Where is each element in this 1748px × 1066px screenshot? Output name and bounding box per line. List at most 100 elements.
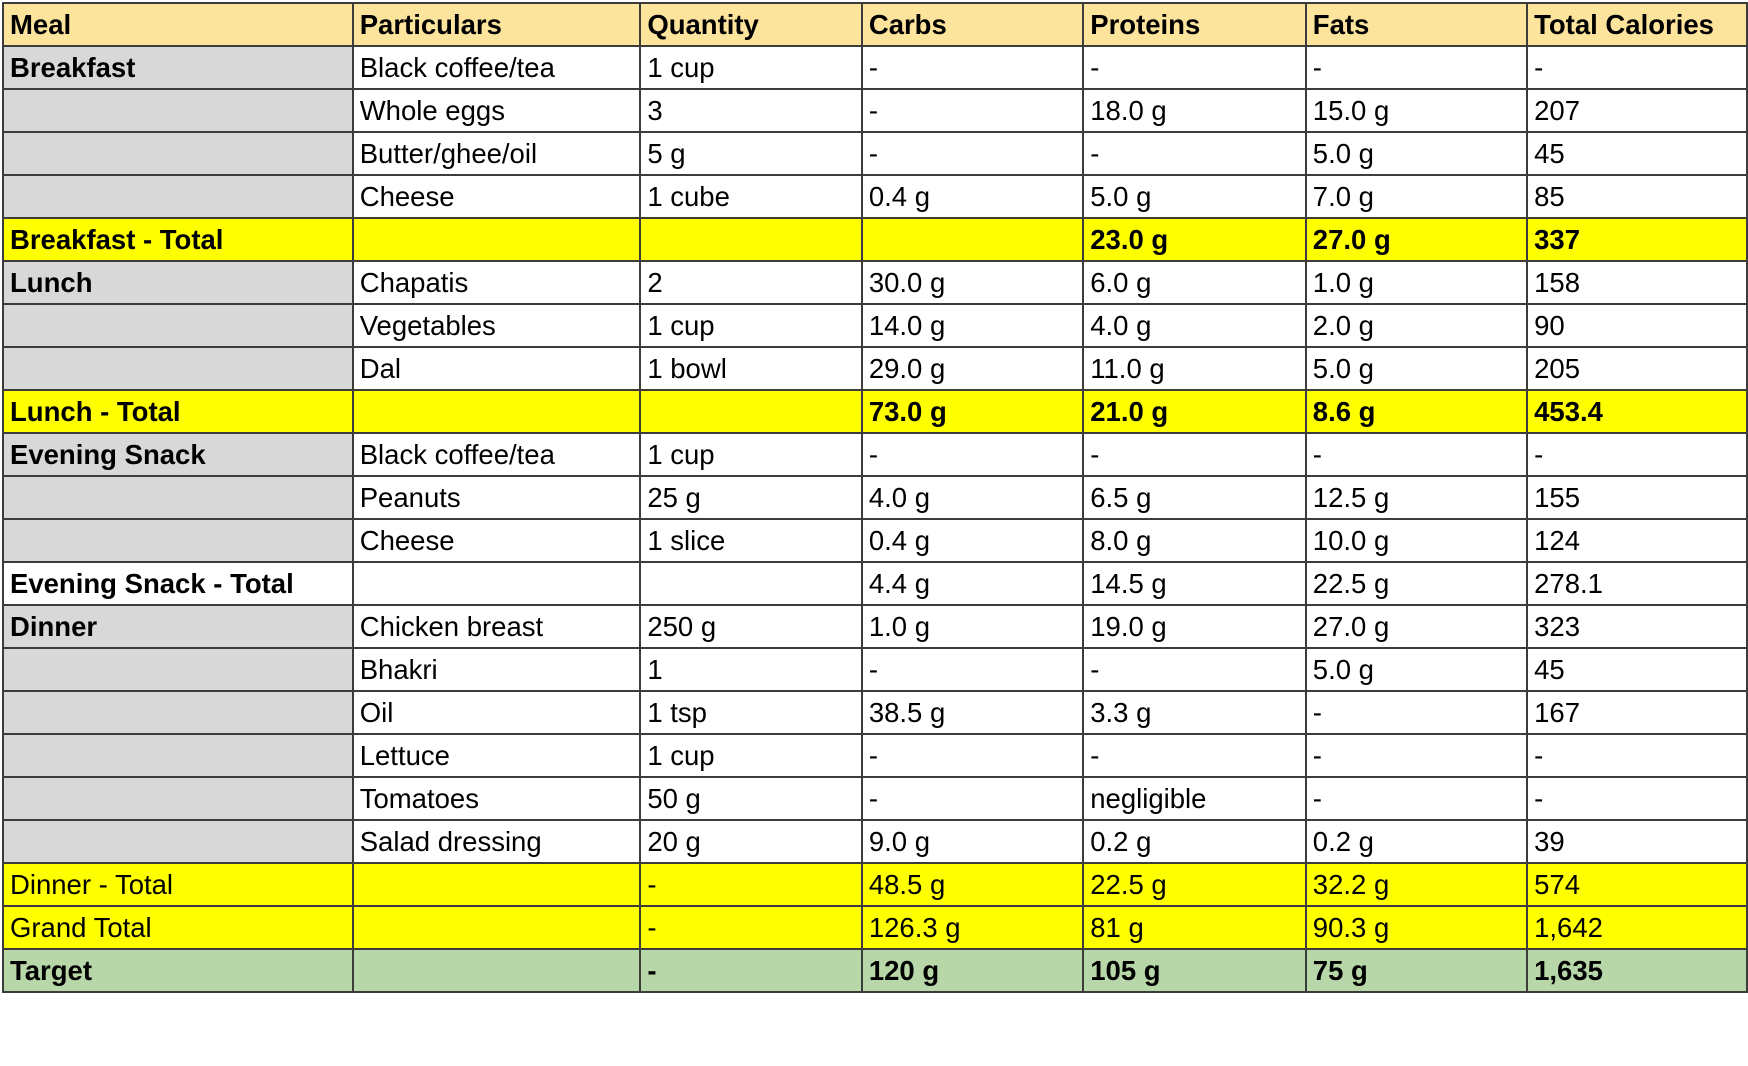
fats-cell: 5.0 g <box>1304 131 1529 176</box>
quantity-cell: - <box>639 862 863 907</box>
calories-cell: 1,635 <box>1526 948 1748 993</box>
carbs-cell: 14.0 g <box>860 303 1085 348</box>
proteins-cell: 4.0 g <box>1082 303 1307 348</box>
quantity-cell: 1 bowl <box>639 346 863 391</box>
particulars-cell: Black coffee/tea <box>351 432 642 477</box>
fats-cell: 5.0 g <box>1304 346 1529 391</box>
meal-cell: Lunch - Total <box>2 389 354 434</box>
calories-cell: 167 <box>1526 690 1748 735</box>
proteins-cell: - <box>1082 131 1307 176</box>
meal-cell: Grand Total <box>2 905 354 950</box>
carbs-cell: 48.5 g <box>860 862 1085 907</box>
table-row: Oil 1 tsp 38.5 g 3.3 g -167 <box>2 690 1748 735</box>
particulars-cell: Cheese <box>351 518 642 563</box>
proteins-cell: 19.0 g <box>1082 604 1307 649</box>
particulars-cell: Lettuce <box>351 733 642 778</box>
table-row: Bhakri 1- -5.0 g 45 <box>2 647 1748 692</box>
meal-cell: Evening Snack - Total <box>2 561 354 606</box>
table-row: Breakfast Black coffee/tea 1 cup - - - - <box>2 45 1748 90</box>
fats-cell: - <box>1304 432 1529 477</box>
proteins-cell: - <box>1082 45 1307 90</box>
particulars-cell: Dal <box>351 346 642 391</box>
meal-cell: Breakfast - Total <box>2 217 354 262</box>
total-row: Grand Total -126.3 g 81 g 90.3 g 1,642 <box>2 905 1748 950</box>
particulars-cell: Tomatoes <box>351 776 642 821</box>
meal-cell <box>2 346 354 391</box>
calories-cell: - <box>1526 776 1748 821</box>
carbs-cell: 9.0 g <box>860 819 1085 864</box>
calories-cell: 205 <box>1526 346 1748 391</box>
particulars-cell: Chicken breast <box>351 604 642 649</box>
fats-cell: 27.0 g <box>1304 217 1529 262</box>
table-row: Tomatoes 50 g - negligible - - <box>2 776 1748 821</box>
carbs-cell: - <box>860 45 1085 90</box>
fats-cell: - <box>1304 733 1529 778</box>
header-fats: Fats <box>1304 2 1529 47</box>
fats-cell: 27.0 g <box>1304 604 1529 649</box>
table-row: Cheese 1 cube 0.4 g 5.0 g 7.0 g 85 <box>2 174 1748 219</box>
header-total-calories: Total Calories <box>1526 2 1748 47</box>
header-quantity: Quantity <box>639 2 863 47</box>
proteins-cell: 18.0 g <box>1082 88 1307 133</box>
fats-cell: 8.6 g <box>1304 389 1529 434</box>
header-row: Meal Particulars Quantity Carbs Proteins… <box>2 2 1748 47</box>
carbs-cell: 4.0 g <box>860 475 1085 520</box>
calories-cell: 155 <box>1526 475 1748 520</box>
target-row: Target -120 g 105 g 75 g 1,635 <box>2 948 1748 993</box>
proteins-cell: 6.0 g <box>1082 260 1307 305</box>
carbs-cell: 4.4 g <box>860 561 1085 606</box>
proteins-cell: 81 g <box>1082 905 1307 950</box>
meal-cell <box>2 647 354 692</box>
particulars-cell <box>351 905 642 950</box>
table-row: Salad dressing 20 g 9.0 g 0.2 g 0.2 g 39 <box>2 819 1748 864</box>
meal-cell <box>2 733 354 778</box>
meal-cell <box>2 518 354 563</box>
particulars-cell: Butter/ghee/oil <box>351 131 642 176</box>
calories-cell: 85 <box>1526 174 1748 219</box>
fats-cell: - <box>1304 45 1529 90</box>
proteins-cell: 105 g <box>1082 948 1307 993</box>
calories-cell: 1,642 <box>1526 905 1748 950</box>
particulars-cell <box>351 862 642 907</box>
quantity-cell <box>639 561 863 606</box>
quantity-cell: - <box>639 905 863 950</box>
fats-cell: 1.0 g <box>1304 260 1529 305</box>
calories-cell: 124 <box>1526 518 1748 563</box>
quantity-cell <box>639 389 863 434</box>
carbs-cell: 29.0 g <box>860 346 1085 391</box>
fats-cell: 75 g <box>1304 948 1529 993</box>
fats-cell: 2.0 g <box>1304 303 1529 348</box>
table-row: Lunch Chapatis 2 30.0 g 6.0 g 1.0 g 158 <box>2 260 1748 305</box>
quantity-cell: 1 slice <box>639 518 863 563</box>
quantity-cell: 20 g <box>639 819 863 864</box>
fats-cell: 32.2 g <box>1304 862 1529 907</box>
total-row: Evening Snack - Total 4.4 g 14.5 g 22.5 g 27… <box>2 561 1748 606</box>
proteins-cell: 8.0 g <box>1082 518 1307 563</box>
quantity-cell: 5 g <box>639 131 863 176</box>
meal-cell <box>2 174 354 219</box>
particulars-cell <box>351 561 642 606</box>
carbs-cell <box>860 217 1085 262</box>
quantity-cell: 1 cup <box>639 733 863 778</box>
carbs-cell: 73.0 g <box>860 389 1085 434</box>
meal-cell <box>2 88 354 133</box>
table-row: Lettuce 1 cup - - - - <box>2 733 1748 778</box>
meal-cell <box>2 776 354 821</box>
carbs-cell: 0.4 g <box>860 174 1085 219</box>
fats-cell: 10.0 g <box>1304 518 1529 563</box>
total-row: Dinner - Total -48.5 g 22.5 g 32.2 g 574 <box>2 862 1748 907</box>
quantity-cell: 3 <box>639 88 863 133</box>
proteins-cell: - <box>1082 733 1307 778</box>
particulars-cell: Whole eggs <box>351 88 642 133</box>
table-row: Peanuts 25 g 4.0 g 6.5 g 12.5 g 155 <box>2 475 1748 520</box>
quantity-cell: 50 g <box>639 776 863 821</box>
proteins-cell: negligible <box>1082 776 1307 821</box>
particulars-cell: Cheese <box>351 174 642 219</box>
fats-cell: 12.5 g <box>1304 475 1529 520</box>
header-carbs: Carbs <box>860 2 1085 47</box>
quantity-cell: 1 cup <box>639 432 863 477</box>
carbs-cell: - <box>860 88 1085 133</box>
fats-cell: 90.3 g <box>1304 905 1529 950</box>
quantity-cell: 1 tsp <box>639 690 863 735</box>
calories-cell: - <box>1526 733 1748 778</box>
